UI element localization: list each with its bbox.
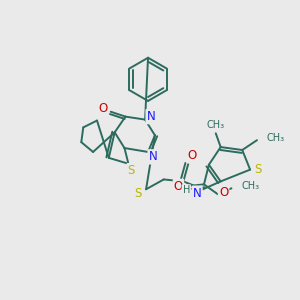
Text: S: S [134, 187, 142, 200]
Text: N: N [148, 150, 157, 164]
Text: O: O [174, 180, 183, 193]
Text: N: N [147, 110, 155, 123]
Text: CH₃: CH₃ [241, 181, 260, 191]
Text: N: N [193, 187, 202, 200]
Text: CH₃: CH₃ [267, 133, 285, 143]
Text: S: S [254, 163, 262, 176]
Text: S: S [128, 164, 135, 177]
Text: CH₃: CH₃ [207, 121, 225, 130]
Text: O: O [188, 149, 197, 162]
Text: O: O [219, 186, 228, 199]
Text: H: H [183, 185, 190, 195]
Text: O: O [98, 102, 107, 115]
